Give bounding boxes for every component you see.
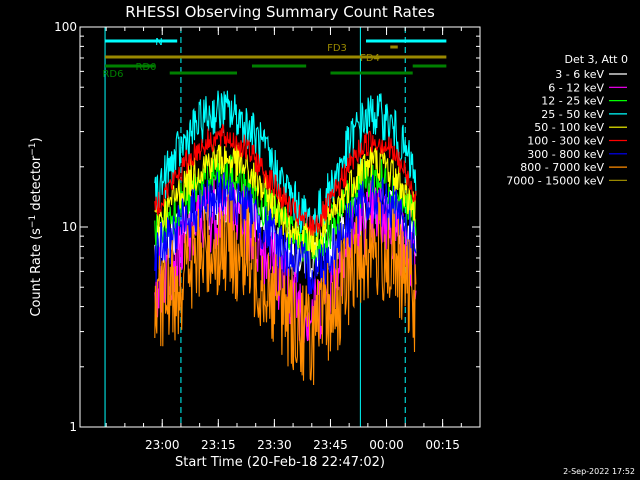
chart-title: RHESSI Observing Summary Count Rates	[125, 3, 435, 21]
flag-label-n: N	[155, 37, 162, 48]
y-tick-label-2: 100	[54, 20, 77, 34]
axes-layer: 1 10 100 23:00 23:15 23:30 23:45 00:00 00:15	[54, 20, 480, 452]
flag-label-fd4: FD4	[360, 53, 380, 64]
legend-label-6: 300 - 800 keV	[527, 148, 604, 161]
y-axis-label-close: )	[29, 137, 44, 142]
x-tick-label-3: 23:45	[313, 438, 348, 452]
series-line-4	[154, 144, 417, 261]
series-line-7	[154, 194, 417, 386]
flag-label-rd0: RD0	[135, 62, 156, 73]
y-axis-label-text: Count Rate (s	[29, 228, 44, 317]
series-layer	[154, 90, 417, 386]
legend-label-0: 3 - 6 keV	[555, 68, 604, 81]
flags-layer: N FD3 FD4 RD0 RD6	[102, 37, 447, 80]
legend-label-3: 25 - 50 keV	[541, 108, 604, 121]
footer-date: 2-Sep-2022 17:52	[563, 467, 635, 476]
x-tick-label-0: 23:00	[145, 438, 180, 452]
legend-label-1: 6 - 12 keV	[548, 81, 604, 94]
legend-label-5: 100 - 300 keV	[527, 135, 604, 148]
y-tick-label-0: 1	[69, 420, 77, 434]
series-line-5	[154, 124, 417, 236]
x-tick-label-4: 00:00	[369, 438, 404, 452]
y-axis-label: Count Rate (s−1 detector−1)	[28, 137, 44, 316]
flag-label-rd6: RD6	[102, 69, 123, 80]
flag-label-fd3: FD3	[327, 43, 347, 54]
y-tick-label-1: 10	[62, 220, 77, 234]
x-axis-label: Start Time (20-Feb-18 22:47:02)	[175, 455, 385, 470]
y-axis-label-superscript: −1	[28, 215, 38, 228]
legend-label-8: 7000 - 15000 keV	[506, 174, 604, 187]
series-line-3	[154, 90, 417, 243]
legend-header: Det 3, Att 0	[565, 53, 629, 66]
x-tick-label-2: 23:30	[257, 438, 292, 452]
legend-label-7: 800 - 7000 keV	[520, 161, 604, 174]
x-tick-label-1: 23:15	[201, 438, 236, 452]
x-tick-label-5: 00:15	[425, 438, 460, 452]
y-axis-label-detector: detector	[29, 155, 44, 215]
legend-label-2: 12 - 25 keV	[541, 95, 604, 108]
legend-label-4: 50 - 100 keV	[534, 121, 604, 134]
y-axis-label-superscript-2: −1	[28, 142, 38, 155]
